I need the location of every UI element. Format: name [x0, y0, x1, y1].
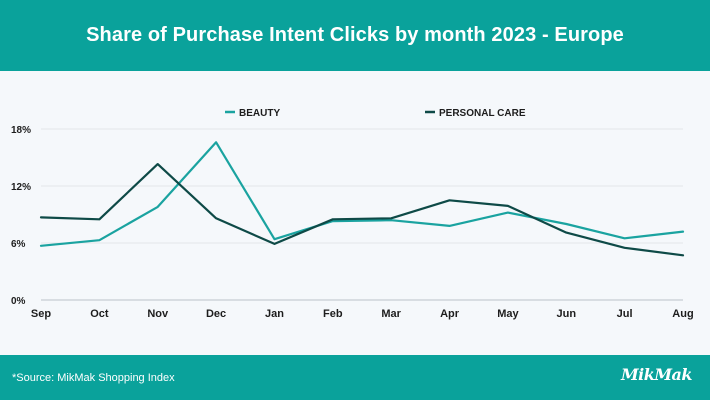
legend-label: BEAUTY [239, 108, 280, 119]
x-tick-label: Sep [31, 308, 51, 320]
x-tick-label: Oct [90, 308, 109, 320]
chart-title: Share of Purchase Intent Clicks by month… [86, 24, 624, 46]
chart-area: 0% 6% 12% 18% Sep Oct Nov Dec Jan Feb Mar Apr May Jun… [0, 71, 710, 355]
chart-header: Share of Purchase Intent Clicks by month… [0, 0, 710, 71]
x-tick-label: Aug [672, 308, 693, 320]
x-tick-label: May [497, 308, 519, 320]
brand-logo: MikMak [620, 365, 693, 384]
x-tick-label: Jan [265, 308, 284, 320]
y-tick-label: 6% [11, 239, 26, 250]
y-tick-label: 12% [11, 182, 31, 193]
x-tick-label: Dec [206, 308, 226, 320]
legend-label: PERSONAL CARE [439, 108, 526, 119]
source-note: *Source: MikMak Shopping Index [12, 372, 175, 384]
x-tick-label: Nov [147, 308, 169, 320]
line-chart: 0% 6% 12% 18% Sep Oct Nov Dec Jan Feb Mar Apr May Jun… [11, 108, 694, 320]
y-tick-label: 18% [11, 125, 31, 136]
x-tick-label: Jul [617, 308, 633, 320]
y-tick-label: 0% [11, 296, 26, 307]
x-tick-label: Apr [440, 308, 460, 320]
series-line-personal-care [39, 162, 685, 257]
series-line-beauty [39, 141, 685, 247]
x-tick-label: Feb [323, 308, 343, 320]
x-tick-label: Jun [556, 308, 576, 320]
chart-footer: *Source: MikMak Shopping Index MikMak [0, 355, 710, 400]
x-tick-label: Mar [381, 308, 401, 320]
